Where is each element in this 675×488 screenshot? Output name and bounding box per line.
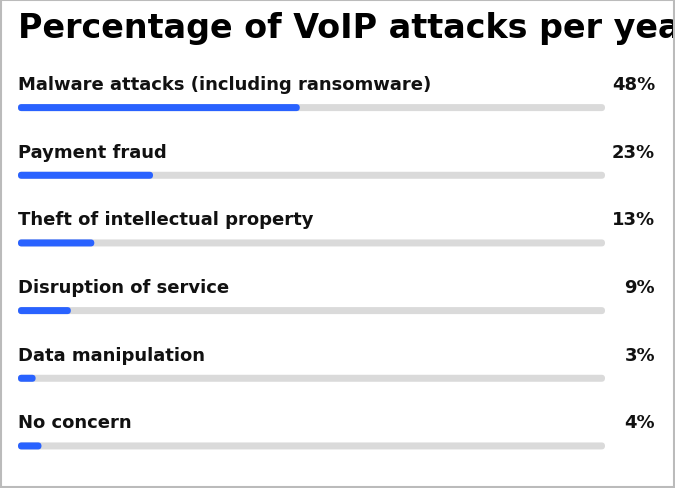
Text: 13%: 13% [612,211,655,229]
Text: 4%: 4% [624,413,655,431]
FancyBboxPatch shape [18,105,300,112]
FancyBboxPatch shape [18,240,605,247]
Text: 23%: 23% [612,143,655,162]
FancyBboxPatch shape [18,172,153,180]
Text: Percentage of VoIP attacks per year: Percentage of VoIP attacks per year [18,12,675,45]
FancyBboxPatch shape [18,375,36,382]
Text: No concern: No concern [18,413,132,431]
Text: 48%: 48% [612,76,655,94]
Text: Disruption of service: Disruption of service [18,279,229,296]
FancyBboxPatch shape [18,443,41,449]
FancyBboxPatch shape [18,105,605,112]
FancyBboxPatch shape [18,240,94,247]
Text: Malware attacks (including ransomware): Malware attacks (including ransomware) [18,76,431,94]
Text: 3%: 3% [624,346,655,364]
Text: Theft of intellectual property: Theft of intellectual property [18,211,313,229]
FancyBboxPatch shape [18,443,605,449]
FancyBboxPatch shape [18,307,605,314]
FancyBboxPatch shape [18,172,605,180]
FancyBboxPatch shape [18,307,71,314]
Text: Payment fraud: Payment fraud [18,143,167,162]
FancyBboxPatch shape [18,375,605,382]
Text: Data manipulation: Data manipulation [18,346,205,364]
Text: 9%: 9% [624,279,655,296]
